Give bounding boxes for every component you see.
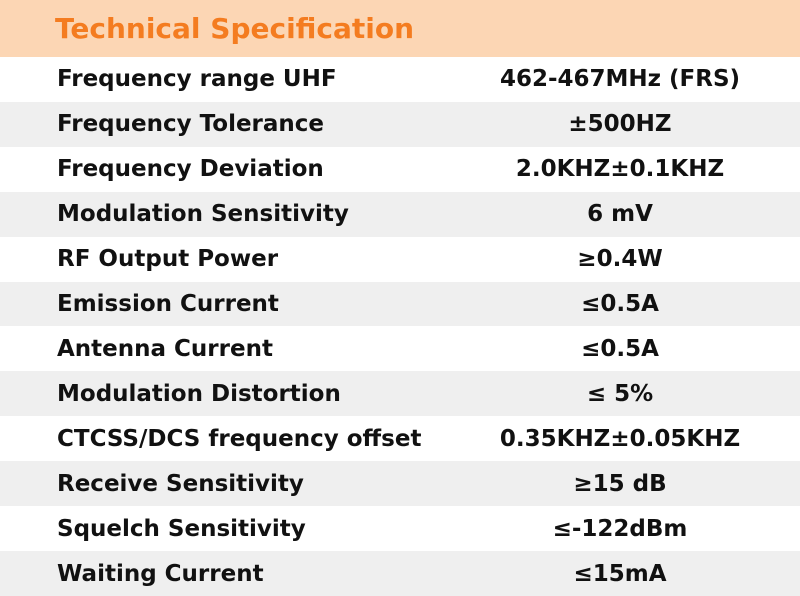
spec-row: Modulation Distortion ≤ 5% xyxy=(0,371,800,417)
spec-value: ≤ 5% xyxy=(586,380,654,407)
spec-label: Squelch Sensitivity xyxy=(57,515,306,542)
spec-value: 462-467MHz (FRS) xyxy=(499,66,741,93)
spec-label: Frequency range UHF xyxy=(57,66,337,93)
spec-label: Frequency Tolerance xyxy=(57,111,325,138)
spec-row: Waiting Current ≤15mA xyxy=(0,551,800,596)
spec-value: 2.0KHZ±0.1KHZ xyxy=(515,156,725,183)
spec-row: Squelch Sensitivity ≤-122dBm xyxy=(0,506,800,551)
spec-label: Modulation Sensitivity xyxy=(57,201,349,228)
spec-label: Waiting Current xyxy=(57,560,264,587)
spec-value: ≤0.5A xyxy=(581,335,659,362)
spec-value: ±500HZ xyxy=(568,111,672,138)
spec-label: CTCSS/DCS frequency offset xyxy=(57,425,422,452)
spec-label: Antenna Current xyxy=(57,335,273,362)
spec-label: Emission Current xyxy=(57,291,279,318)
spec-value: ≤0.5A xyxy=(581,291,659,318)
spec-label: Modulation Distortion xyxy=(57,380,341,407)
spec-value: ≤-122dBm xyxy=(552,515,688,542)
spec-row: Emission Current ≤0.5A xyxy=(0,281,800,327)
header: Technical Specification xyxy=(0,0,800,57)
spec-row: Frequency range UHF 462-467MHz (FRS) xyxy=(0,57,800,102)
spec-row: Modulation Sensitivity 6 mV xyxy=(0,191,800,237)
spec-row: RF Output Power ≥0.4W xyxy=(0,237,800,282)
spec-label: Frequency Deviation xyxy=(57,156,324,183)
spec-row: Frequency Tolerance ±500HZ xyxy=(0,101,800,147)
spec-label: RF Output Power xyxy=(57,246,279,273)
spec-value: 6 mV xyxy=(587,201,653,228)
title: Technical Specification xyxy=(55,12,415,45)
spec-row: Frequency Deviation 2.0KHZ±0.1KHZ xyxy=(0,147,800,192)
spec-value: 0.35KHZ±0.05KHZ xyxy=(499,425,741,452)
spec-value: ≥15 dB xyxy=(573,470,667,497)
spec-value: ≥0.4W xyxy=(577,246,663,273)
spec-value: ≤15mA xyxy=(573,560,667,587)
spec-row: Receive Sensitivity ≥15 dB xyxy=(0,461,800,507)
spec-row: CTCSS/DCS frequency offset 0.35KHZ±0.05KH… xyxy=(0,416,800,461)
spec-label: Receive Sensitivity xyxy=(57,470,304,497)
spec-row: Antenna Current ≤0.5A xyxy=(0,327,800,372)
